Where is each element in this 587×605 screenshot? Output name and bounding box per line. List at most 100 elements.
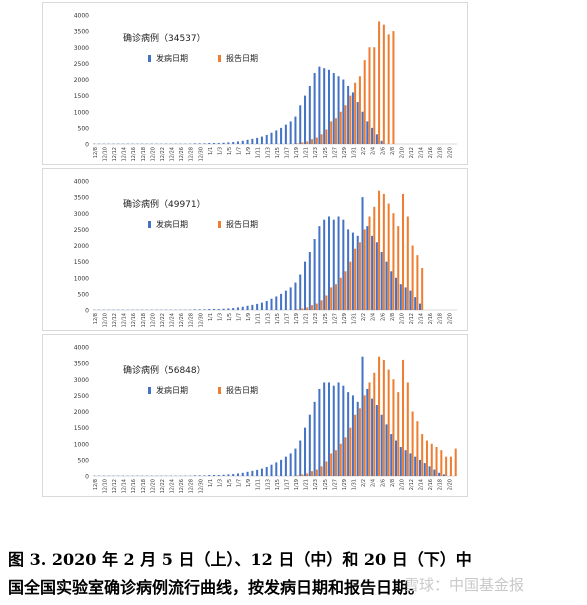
bar-onset (275, 130, 278, 144)
y-tick-label: 0 (85, 474, 89, 481)
bar-onset (193, 475, 196, 476)
bar-onset (371, 127, 374, 145)
bar-report (445, 456, 448, 476)
bar-onset (414, 456, 417, 476)
x-tick-label: 12/8 (93, 479, 99, 490)
legend-label-report: 报告日期 (226, 219, 258, 229)
bar-report (382, 359, 385, 476)
x-tick-label: 1/3 (217, 479, 223, 487)
bar-onset (232, 142, 235, 144)
x-tick-label: 2/18 (438, 313, 444, 324)
bar-onset (270, 132, 273, 144)
x-tick-label: 1/17 (284, 479, 290, 490)
x-tick-label: 1/25 (323, 479, 329, 490)
bar-onset (265, 466, 268, 476)
x-tick-label: 2/14 (419, 479, 425, 490)
bar-report (320, 300, 323, 310)
x-tick-label: 12/18 (141, 313, 147, 327)
x-tick-label: 1/1 (208, 479, 214, 487)
y-tick-label: 4000 (74, 345, 89, 352)
x-tick-label: 2/14 (419, 313, 425, 324)
x-tick-label: 1/11 (256, 147, 262, 158)
x-tick-label: 2/8 (390, 147, 396, 155)
bar-report (421, 434, 424, 476)
bar-report (339, 277, 342, 310)
x-tick-label: 1/25 (323, 147, 329, 158)
bar-report (406, 382, 409, 476)
bar-report (339, 443, 342, 476)
bar-onset (213, 143, 216, 144)
bar-report (311, 471, 314, 476)
x-tick-label: 2/10 (399, 479, 405, 490)
bar-onset (327, 382, 330, 476)
bar-onset (251, 138, 254, 144)
bar-report (320, 466, 323, 476)
x-tick-label: 12/14 (122, 479, 128, 493)
bar-onset (327, 69, 330, 144)
bar-report (421, 268, 424, 310)
x-tick-label: 1/21 (304, 147, 310, 158)
bar-onset (208, 475, 211, 476)
bar-onset (375, 242, 378, 310)
y-tick-label: 2500 (74, 61, 89, 68)
x-tick-label: 1/19 (294, 147, 300, 158)
x-tick-label: 1/13 (265, 313, 271, 324)
bar-report (306, 307, 309, 310)
bar-onset (304, 427, 307, 477)
x-tick-label: 12/22 (160, 479, 166, 493)
bar-onset (241, 472, 244, 476)
x-tick-label: 1/29 (342, 479, 348, 490)
x-tick-label: 12/30 (198, 479, 204, 493)
bar-onset (241, 140, 244, 144)
bar-onset (193, 309, 196, 310)
bar-onset (222, 474, 225, 476)
bar-report (406, 216, 409, 310)
y-tick-label: 3000 (74, 211, 89, 218)
bar-onset (399, 284, 402, 310)
bar-report (416, 421, 419, 476)
bar-onset (284, 124, 287, 144)
bar-report (368, 382, 371, 476)
bar-onset (222, 142, 225, 144)
x-tick-label: 2/4 (371, 313, 377, 321)
bar-report (315, 469, 318, 476)
bar-onset (313, 401, 316, 476)
bar-onset (342, 79, 345, 144)
bar-onset (385, 424, 388, 476)
bar-report (363, 229, 366, 311)
bar-report (387, 369, 390, 476)
bar-report (440, 450, 443, 476)
bar-onset (342, 219, 345, 310)
x-tick-label: 1/3 (217, 147, 223, 155)
x-tick-label: 12/18 (141, 147, 147, 161)
bar-onset (366, 226, 369, 310)
bar-report (397, 226, 400, 310)
bar-onset (217, 143, 220, 144)
bar-onset (332, 73, 335, 144)
x-tick-label: 12/28 (189, 313, 195, 327)
bar-onset (318, 388, 321, 476)
x-tick-label: 1/15 (275, 313, 281, 324)
bar-report (301, 308, 304, 310)
bar-onset (222, 308, 225, 310)
x-tick-label: 12/8 (93, 313, 99, 324)
bar-onset (318, 66, 321, 144)
bar-report (344, 105, 347, 144)
bar-report (368, 216, 371, 310)
bar-onset (284, 290, 287, 310)
bar-report (311, 305, 314, 310)
bar-report (392, 379, 395, 476)
x-tick-label: 1/9 (246, 147, 252, 155)
x-tick-label: 1/23 (313, 313, 319, 324)
y-tick-label: 3500 (74, 29, 89, 36)
bar-onset (270, 464, 273, 476)
bar-onset (294, 448, 297, 476)
bar-report (363, 60, 366, 144)
legend-swatch-onset (148, 221, 151, 228)
bar-onset (208, 143, 211, 144)
y-tick-label: 3500 (74, 361, 89, 368)
bar-report (334, 284, 337, 310)
bar-report (402, 193, 405, 310)
bar-onset (280, 459, 283, 477)
